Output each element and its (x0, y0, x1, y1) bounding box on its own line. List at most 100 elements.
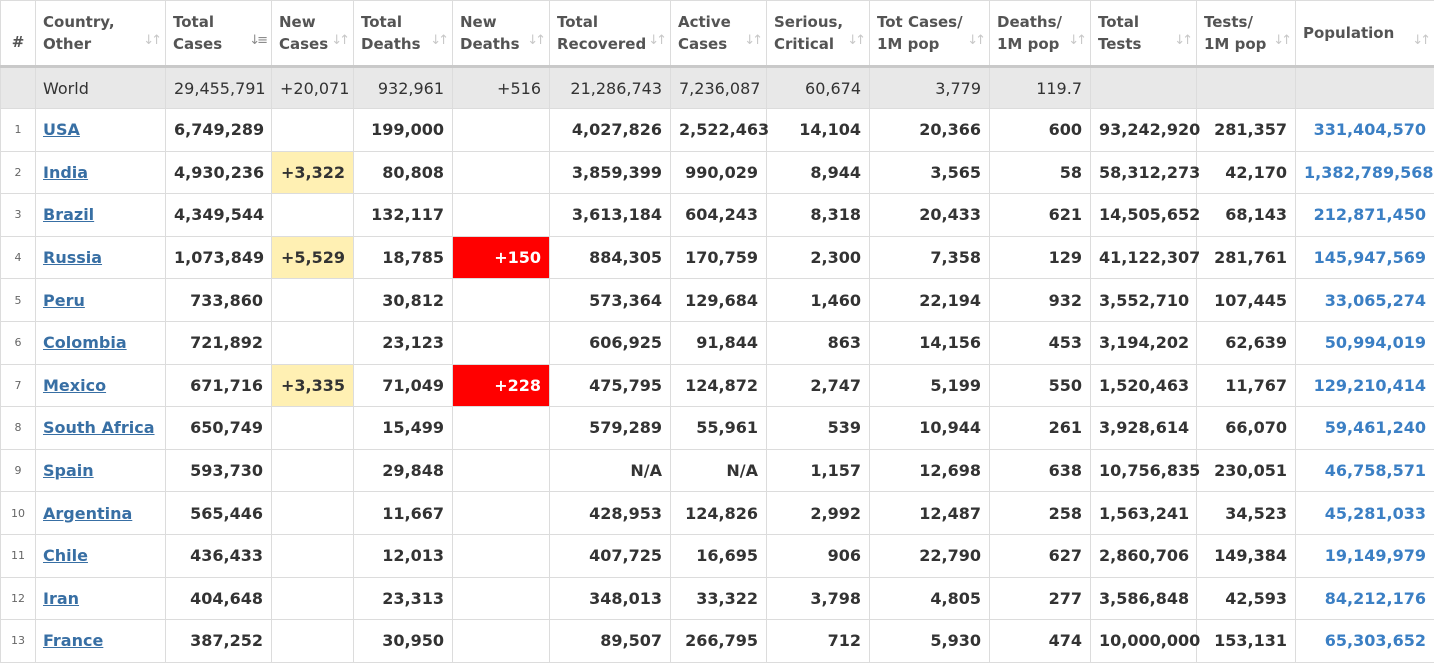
header-line-1: Total (361, 13, 402, 31)
population-cell: 212,871,450 (1295, 193, 1434, 237)
country-link[interactable]: Peru (43, 290, 85, 310)
total-deaths-cell: 12,013 (353, 533, 453, 578)
country-link[interactable]: Spain (43, 461, 94, 481)
new-deaths-cell (452, 619, 550, 663)
sort-both-icon[interactable]: ↓↑ (1412, 33, 1431, 48)
column-header-new-cases[interactable]: New Cases ↓↑ (271, 0, 354, 68)
tot-cases-1m-cell: 5,930 (869, 619, 990, 663)
total-deaths-cell: 30,950 (353, 619, 453, 663)
table-row: 6 Colombia 721,892 23,123 606,925 91,844 863 14… (0, 320, 1434, 365)
new-cases-cell (271, 619, 354, 663)
total-deaths-cell: 18,785 (353, 235, 453, 280)
total-recovered-cell: 4,027,826 (549, 108, 671, 152)
country-link[interactable]: Russia (43, 248, 103, 268)
population-cell: 65,303,652 (1295, 619, 1434, 663)
total-deaths-cell: 23,123 (353, 320, 453, 365)
active-cases-cell: N/A (670, 448, 767, 493)
country-link[interactable]: France (43, 631, 104, 651)
total-cases-cell: 565,446 (165, 491, 272, 535)
column-header-label: Tests/1M pop (1204, 11, 1288, 55)
sort-both-icon[interactable]: ↓↑ (648, 33, 667, 48)
row-number: 3 (0, 193, 36, 237)
column-header-deaths-1m[interactable]: Deaths/1M pop ↓↑ (989, 0, 1091, 68)
column-header-total-tests[interactable]: Total Tests ↓↑ (1090, 0, 1197, 68)
header-line-2: 1M pop (997, 35, 1060, 53)
population-value: 19,149,979 (1324, 546, 1426, 566)
column-header-active-cases[interactable]: Active Cases ↓↑ (670, 0, 767, 68)
country-link[interactable]: India (43, 162, 89, 182)
population-cell: 129,210,414 (1295, 363, 1434, 408)
sort-both-icon[interactable]: ↓↑ (527, 33, 546, 48)
column-header-population[interactable]: Population ↓↑ (1295, 0, 1434, 68)
country-cell: Brazil (35, 193, 166, 237)
sort-both-icon[interactable]: ↓↑ (1273, 33, 1292, 48)
header-line-1: Country, (43, 13, 115, 31)
tests-1m-cell: 66,070 (1196, 406, 1296, 450)
tests-1m-cell: 107,445 (1196, 278, 1296, 322)
column-header-tot-cases-1m[interactable]: Tot Cases/1M pop ↓↑ (869, 0, 990, 68)
sort-both-icon[interactable]: ↓↑ (430, 33, 449, 48)
tests-1m-cell: 42,170 (1196, 150, 1296, 195)
total-cases-cell: 1,073,849 (165, 235, 272, 280)
serious-critical-cell: 1,460 (766, 278, 870, 322)
total-deaths-cell: 71,049 (353, 363, 453, 408)
country-link[interactable]: Iran (43, 588, 80, 608)
deaths-1m-cell: 932 (989, 278, 1091, 322)
column-header-tests-1m[interactable]: Tests/1M pop ↓↑ (1196, 0, 1296, 68)
header-line-1: Population (1303, 24, 1395, 42)
deaths-1m-cell: 129 (989, 235, 1091, 280)
country-link[interactable]: Brazil (43, 205, 95, 225)
header-line-1: Total (1098, 13, 1139, 31)
country-cell: Argentina (35, 491, 166, 535)
sort-desc-active-icon[interactable]: ↓≡ (249, 33, 268, 48)
column-header-total-deaths[interactable]: Total Deaths ↓↑ (353, 0, 453, 68)
serious-critical-cell: 2,992 (766, 491, 870, 535)
sort-both-icon[interactable]: ↓↑ (847, 33, 866, 48)
population-value: 50,994,019 (1324, 333, 1426, 353)
country-cell: India (35, 150, 166, 195)
column-header-total-recovered[interactable]: Total Recovered ↓↑ (549, 0, 671, 68)
country-link[interactable]: Mexico (43, 375, 107, 395)
sort-both-icon[interactable]: ↓↑ (143, 33, 162, 48)
country-link[interactable]: South Africa (43, 418, 155, 438)
tests-1m-cell: 68,143 (1196, 193, 1296, 237)
country-cell: France (35, 619, 166, 663)
world-row: World 29,455,791 +20,071 932,961 +516 21… (0, 66, 1434, 109)
header-line-2: Cases (678, 35, 728, 53)
row-number: 12 (0, 576, 36, 621)
column-header-country[interactable]: Country, Other ↓↑ (35, 0, 166, 68)
row-number: 11 (0, 533, 36, 578)
population-value: 59,461,240 (1324, 418, 1426, 438)
new-cases-cell: +3,322 (271, 150, 354, 195)
active-cases-cell: 2,522,463 (670, 108, 769, 152)
new-deaths-cell (452, 278, 550, 322)
world-tot-cases-1m: 3,779 (869, 66, 990, 109)
header-line-1: # (11, 33, 25, 51)
new-cases-cell (271, 108, 354, 152)
sort-both-icon[interactable]: ↓↑ (1174, 33, 1193, 48)
country-link[interactable]: Colombia (43, 333, 127, 353)
country-link[interactable]: USA (43, 120, 80, 140)
deaths-1m-cell: 58 (989, 150, 1091, 195)
column-header-serious-critical[interactable]: Serious, Critical ↓↑ (766, 0, 870, 68)
sort-both-icon[interactable]: ↓↑ (744, 33, 763, 48)
sort-both-icon[interactable]: ↓↑ (331, 33, 350, 48)
country-cell: Colombia (35, 320, 166, 365)
total-cases-cell: 4,930,236 (165, 150, 272, 195)
country-link[interactable]: Chile (43, 546, 88, 566)
column-header-label: Tot Cases/1M pop (877, 11, 982, 55)
column-header-label: New Deaths (460, 11, 542, 55)
column-header-total-cases[interactable]: Total Cases ↓≡ (165, 0, 272, 68)
total-tests-cell: 1,563,241 (1090, 491, 1197, 535)
column-header-label: Total Deaths (361, 11, 445, 55)
column-header-new-deaths[interactable]: New Deaths ↓↑ (452, 0, 550, 68)
header-line-2: Deaths (361, 35, 421, 53)
country-link[interactable]: Argentina (43, 503, 133, 523)
serious-critical-cell: 8,944 (766, 150, 870, 195)
sort-both-icon[interactable]: ↓↑ (967, 33, 986, 48)
world-total-cases: 29,455,791 (165, 66, 272, 109)
sort-both-icon[interactable]: ↓↑ (1068, 33, 1087, 48)
population-cell: 19,149,979 (1295, 533, 1434, 578)
